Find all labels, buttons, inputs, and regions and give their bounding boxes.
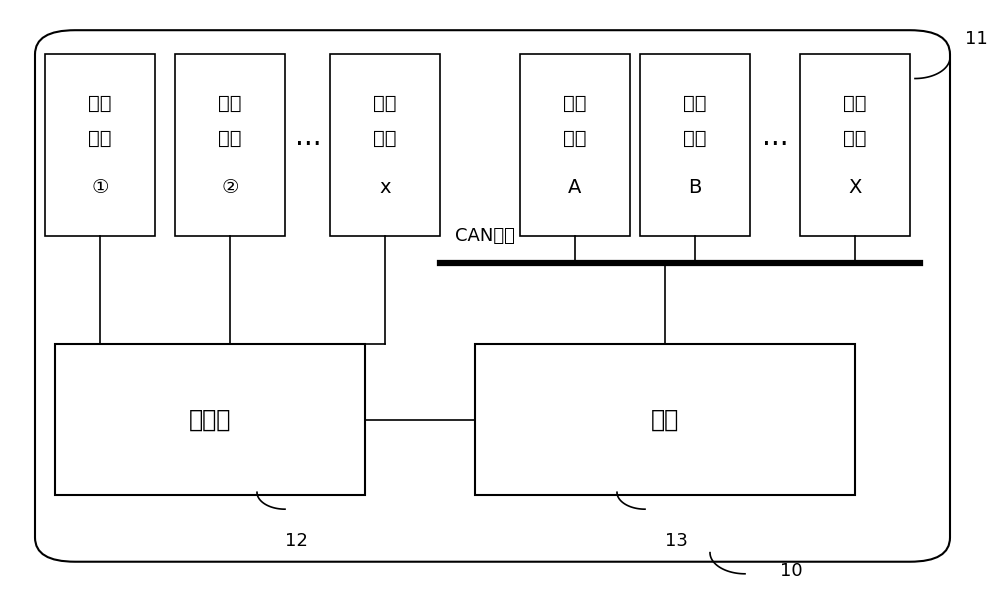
- Text: 设备: 设备: [88, 129, 112, 149]
- Text: 车载: 车载: [218, 94, 242, 114]
- Text: x: x: [379, 178, 391, 197]
- Text: ①: ①: [91, 178, 109, 197]
- Text: CAN总线: CAN总线: [455, 226, 515, 245]
- Bar: [55, 344, 365, 495]
- Bar: [330, 54, 440, 236]
- Text: 车载: 车载: [563, 94, 587, 114]
- Text: 设备: 设备: [373, 129, 397, 149]
- Bar: [520, 54, 630, 236]
- Text: ②: ②: [221, 178, 239, 197]
- Text: 10: 10: [780, 562, 803, 580]
- Text: 车载: 车载: [373, 94, 397, 114]
- Text: 车载: 车载: [683, 94, 707, 114]
- Text: 13: 13: [665, 532, 688, 550]
- Text: ···: ···: [762, 131, 788, 159]
- Text: B: B: [688, 178, 702, 197]
- Text: ···: ···: [295, 131, 321, 159]
- Text: 车载: 车载: [843, 94, 867, 114]
- Text: 12: 12: [285, 532, 308, 550]
- Text: 设备: 设备: [563, 129, 587, 149]
- Text: 车载: 车载: [88, 94, 112, 114]
- Text: 设备: 设备: [218, 129, 242, 149]
- Text: X: X: [848, 178, 862, 197]
- Text: 设备: 设备: [843, 129, 867, 149]
- Bar: [45, 54, 155, 236]
- Bar: [640, 54, 750, 236]
- Text: 交换器: 交换器: [189, 408, 231, 432]
- Text: 设备: 设备: [683, 129, 707, 149]
- Text: 11: 11: [965, 30, 988, 48]
- Bar: [475, 344, 855, 495]
- Text: 网关: 网关: [651, 408, 679, 432]
- Bar: [800, 54, 910, 236]
- Bar: [175, 54, 285, 236]
- Text: A: A: [568, 178, 582, 197]
